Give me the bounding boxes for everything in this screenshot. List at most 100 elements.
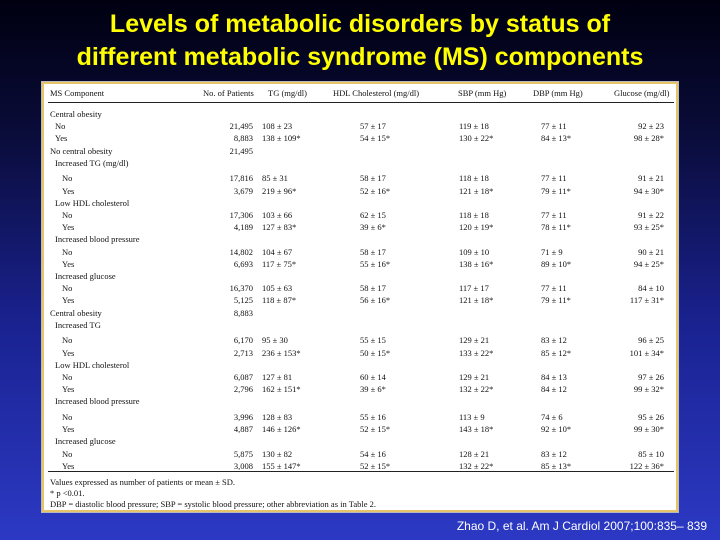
cell-sbp: 143 ± 18*	[459, 424, 494, 435]
cell-component: Low HDL cholesterol	[55, 359, 130, 370]
cell-sbp: 132 ± 22*	[459, 384, 494, 395]
table-row: Yes 6,693 117 ± 75* 55 ± 16* 138 ± 16* 89 ± 1…	[48, 258, 674, 270]
cell-glucose: 94 ± 25*	[633, 258, 664, 269]
cell-tg: 105 ± 63	[262, 283, 293, 294]
cell-component: Low HDL cholesterol	[55, 197, 130, 208]
cell-hdl: 60 ± 14	[360, 371, 386, 382]
cell-glucose: 85 ± 10	[638, 448, 664, 459]
cell-tg: 146 ± 126*	[262, 424, 301, 435]
table-row: No 6,087 127 ± 81 60 ± 14 129 ± 21 84 ± 13 97 …	[48, 371, 674, 383]
data-table: MS Component No. of Patients TG (mg/dl) …	[41, 81, 679, 513]
slide-title-line-2: different metabolic syndrome (MS) compon…	[76, 43, 644, 71]
cell-dbp: 92 ± 10*	[541, 424, 572, 435]
cell-sbp: 128 ± 21	[459, 448, 490, 459]
footnote-abbreviations: DBP = diastolic blood pressure; SBP = sy…	[50, 499, 376, 509]
cell-tg: 127 ± 83*	[262, 222, 297, 233]
cell-patients: 21,495	[229, 121, 253, 132]
cell-sbp: 109 ± 10	[459, 246, 490, 257]
cell-component: Central obesity	[50, 109, 102, 119]
table-row: Yes 4,887 146 ± 126* 52 ± 15* 143 ± 18* 92 ± …	[48, 423, 674, 435]
header-hdl: HDL Cholesterol (mg/dl)	[333, 88, 420, 98]
cell-component: Increased blood pressure	[55, 234, 140, 245]
cell-hdl: 55 ± 16*	[360, 258, 391, 269]
cell-tg: 127 ± 81	[262, 371, 293, 382]
cell-sbp: 138 ± 16*	[459, 258, 494, 269]
cell-dbp: 83 ± 12	[541, 335, 567, 346]
cell-dbp: 84 ± 13	[541, 371, 567, 382]
cell-sbp: 133 ± 22*	[459, 347, 494, 358]
cell-component: Yes	[62, 258, 75, 269]
cell-component: Increased glucose	[55, 270, 116, 281]
cell-glucose: 91 ± 21	[638, 173, 664, 184]
cell-patients: 5,875	[233, 448, 253, 459]
cell-hdl: 50 ± 15*	[360, 347, 391, 358]
table-row: No 21,495 108 ± 23 57 ± 17 119 ± 18 77 ± 11 92…	[48, 120, 674, 132]
table-row: No 5,875 130 ± 82 54 ± 16 128 ± 21 83 ± 12 85 …	[48, 448, 674, 460]
cell-tg: 108 ± 23	[262, 121, 293, 132]
table-row: Increased TG	[48, 319, 674, 331]
cell-patients: 14,802	[229, 246, 253, 257]
cell-component: Increased TG	[55, 319, 101, 330]
cell-component: Yes	[62, 222, 75, 233]
cell-glucose: 90 ± 21	[638, 246, 664, 257]
cell-hdl: 58 ± 17	[360, 283, 386, 294]
cell-patients: 17,816	[229, 173, 253, 184]
cell-dbp: 83 ± 12	[541, 448, 567, 459]
cell-glucose: 95 ± 26	[638, 412, 664, 422]
table-header: MS Component No. of Patients TG (mg/dl) …	[48, 88, 674, 103]
cell-component: Yes	[55, 133, 68, 144]
slide-title: Levels of metabolic disorders by status …	[0, 8, 720, 74]
cell-component: No	[62, 210, 73, 220]
table-row: Increased glucose	[48, 435, 674, 447]
cell-hdl: 52 ± 15*	[360, 460, 391, 471]
slide-title-line-1: Levels of metabolic disorders by status …	[109, 10, 611, 38]
table-row: Yes 4,189 127 ± 83* 39 ± 6* 120 ± 19* 78 ± 11…	[48, 221, 674, 233]
cell-patients: 2,796	[233, 384, 253, 395]
cell-patients: 16,370	[229, 283, 253, 294]
cell-sbp: 129 ± 21	[459, 335, 490, 346]
table-row: Yes 5,125 118 ± 87* 56 ± 16* 121 ± 18* 79 ± 1…	[48, 294, 674, 306]
cell-component: Increased blood pressure	[55, 396, 140, 407]
cell-component: Increased TG (mg/dl)	[55, 157, 129, 168]
cell-tg: 118 ± 87*	[262, 295, 297, 306]
cell-dbp: 74 ± 6	[541, 412, 563, 422]
cell-component: Central obesity	[50, 307, 102, 318]
table-row: Increased glucose	[48, 270, 674, 282]
cell-tg: 103 ± 66	[262, 210, 293, 220]
cell-dbp: 85 ± 12*	[541, 347, 572, 358]
cell-glucose: 101 ± 34*	[629, 347, 664, 358]
cell-component: No	[62, 246, 73, 257]
header-dbp: DBP (mm Hg)	[533, 88, 583, 98]
cell-dbp: 77 ± 11	[541, 121, 567, 132]
cell-tg: 104 ± 67	[262, 246, 293, 257]
table-row: No central obesity 21,495	[48, 145, 674, 157]
table-row: Yes 3,679 219 ± 96* 52 ± 16* 121 ± 18* 79 ± 1…	[48, 185, 674, 197]
table-row: No 17,306 103 ± 66 62 ± 15 118 ± 18 77 ± 11 91…	[48, 209, 674, 221]
cell-patients: 6,693	[233, 258, 253, 269]
cell-component: No	[62, 412, 73, 422]
cell-hdl: 58 ± 17	[360, 173, 386, 184]
table-row: No 6,170 95 ± 30 55 ± 15 129 ± 21 83 ± 12 96 ±…	[48, 334, 674, 346]
cell-sbp: 120 ± 19*	[459, 222, 494, 233]
table-row: Yes 2,796 162 ± 151* 39 ± 6* 132 ± 22* 84 ± 1…	[48, 383, 674, 395]
footnote-values: Values expressed as number of patients o…	[50, 477, 236, 487]
cell-component: No	[62, 173, 73, 184]
table-row: No 14,802 104 ± 67 58 ± 17 109 ± 10 71 ± 9 90 …	[48, 246, 674, 258]
cell-glucose: 91 ± 22	[638, 210, 664, 220]
cell-glucose: 97 ± 26	[638, 371, 664, 382]
cell-patients: 2,713	[233, 347, 253, 358]
cell-sbp: 117 ± 17	[459, 283, 489, 294]
cell-patients: 5,125	[233, 295, 253, 306]
cell-patients: 8,883	[233, 133, 253, 144]
table-row: Yes 3,008 155 ± 147* 52 ± 15* 132 ± 22* 85 ± …	[48, 460, 674, 472]
cell-hdl: 39 ± 6*	[360, 222, 386, 233]
cell-patients: 21,495	[229, 145, 253, 156]
cell-patients: 6,170	[233, 335, 253, 346]
cell-tg: 219 ± 96*	[262, 185, 297, 196]
cell-dbp: 77 ± 11	[541, 173, 567, 184]
table-footnotes: Values expressed as number of patients o…	[48, 471, 674, 510]
table-row: No 16,370 105 ± 63 58 ± 17 117 ± 17 77 ± 11 84…	[48, 282, 674, 294]
header-tg: TG (mg/dl)	[268, 88, 307, 98]
cell-sbp: 118 ± 18	[459, 210, 489, 220]
cell-component: No	[55, 121, 66, 132]
